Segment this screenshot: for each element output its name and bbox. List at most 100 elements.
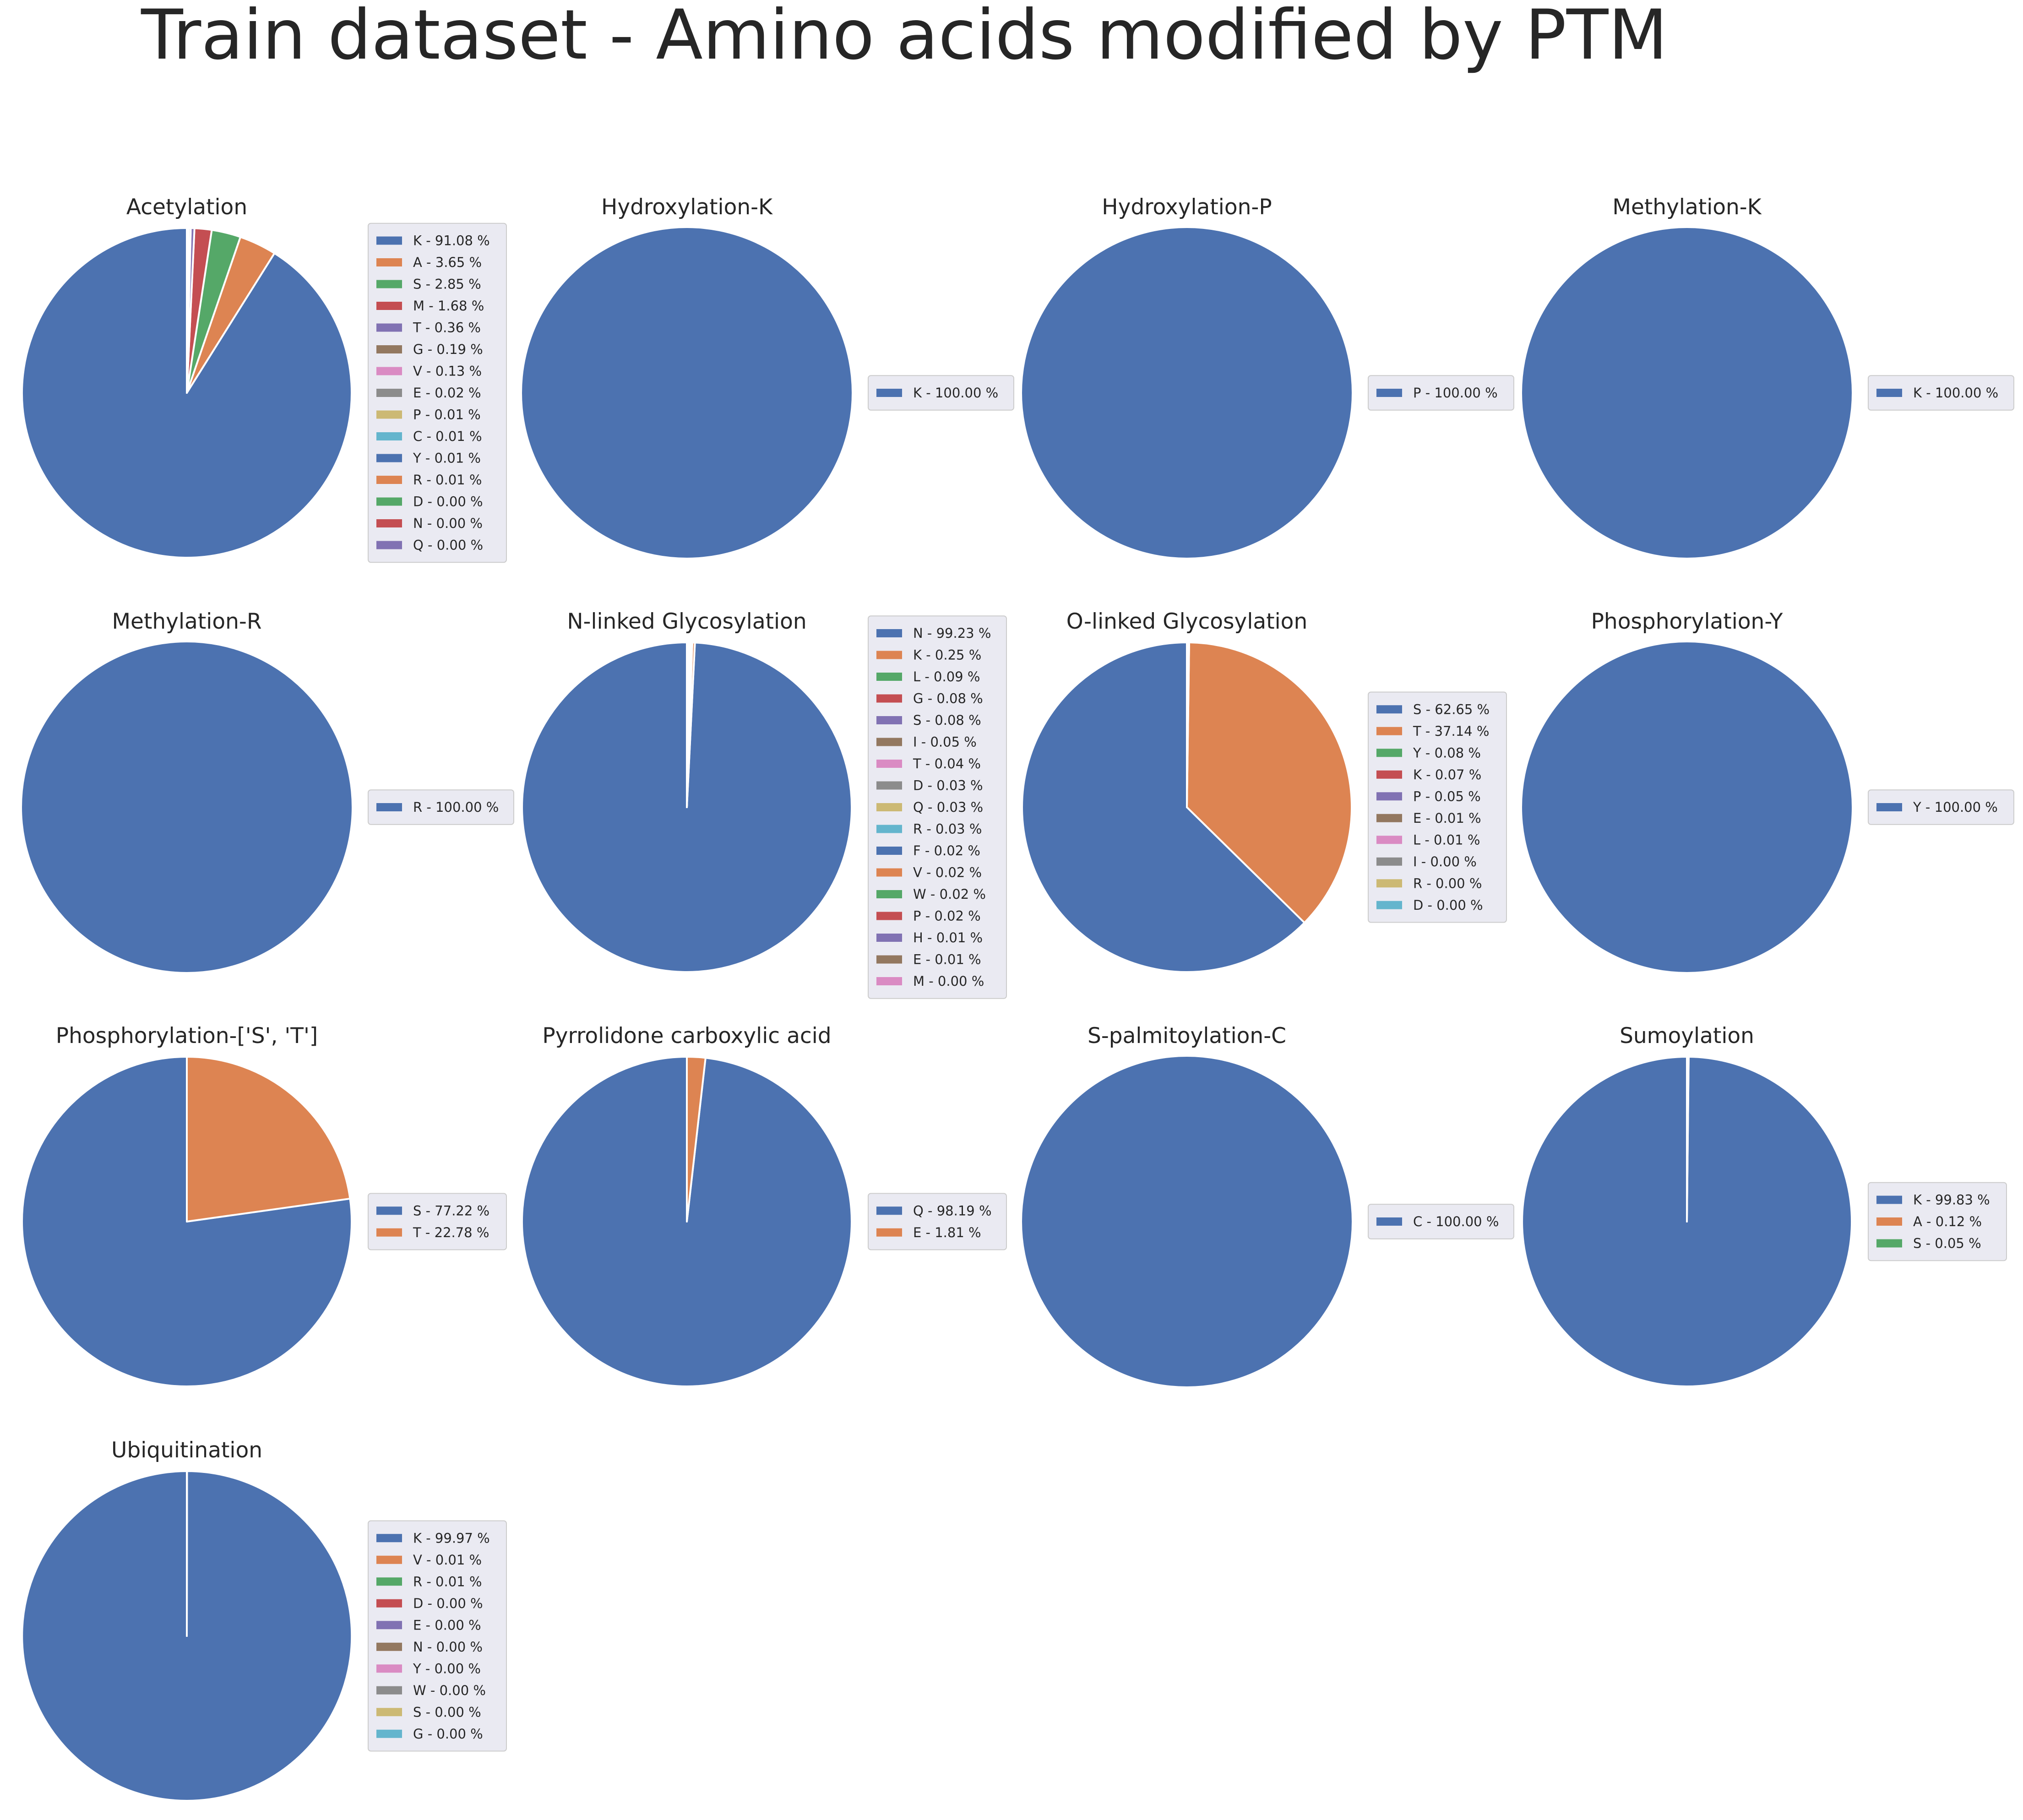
legend-box (368, 1193, 507, 1250)
legend-label: I - 0.05 % (913, 734, 977, 750)
legend-label: M - 1.68 % (413, 298, 484, 314)
legend-label: S - 77.22 % (413, 1203, 489, 1218)
legend-swatch (376, 432, 402, 440)
pie-title: Acetylation (126, 195, 247, 220)
legend-swatch (376, 367, 402, 375)
legend-swatch (876, 781, 902, 790)
legend: K - 100.00 % (868, 375, 1014, 411)
legend-swatch (376, 1664, 402, 1673)
legend-label: G - 0.00 % (413, 1726, 483, 1742)
legend-label: S - 0.00 % (413, 1704, 481, 1720)
legend-label: D - 0.00 % (413, 494, 483, 510)
legend-label: Q - 0.00 % (413, 538, 483, 553)
legend-swatch (1376, 1217, 1402, 1226)
pie-title: Phosphorylation-['S', 'T'] (56, 1023, 318, 1049)
legend: K - 99.83 % A - 0.12 % S - 0.05 % (1868, 1182, 2007, 1261)
pie-slice-t (1186, 641, 1353, 924)
legend-box (1868, 375, 2014, 411)
legend: K - 100.00 % (1868, 375, 2014, 411)
legend: K - 91.08 % A - 3.65 % S - 2.85 % M - 1.68 … (368, 223, 507, 563)
legend-label: Y - 0.01 % (413, 451, 481, 466)
legend-swatch (1376, 770, 1402, 779)
legend-swatch (376, 497, 402, 506)
legend-label: L - 0.01 % (1413, 832, 1480, 848)
pie-chart-acetylation: Acetylation K - 91.08 % A - 3.65 % S - 2.85… (21, 195, 507, 563)
legend-swatch (876, 977, 902, 985)
legend-box (868, 1193, 1007, 1250)
legend-swatch (376, 1555, 402, 1564)
pie-chart-hydroxylation-p: Hydroxylation-P P - 100.00 % (1022, 195, 1514, 558)
pie-slice-r (22, 642, 352, 972)
pie-chart-s-palmitoylation-c: S-palmitoylation-C C - 100.00 % (1022, 1023, 1514, 1386)
pie-chart-hydroxylation-k: Hydroxylation-K K - 100.00 % (522, 195, 1014, 558)
pie-title: Hydroxylation-K (601, 195, 773, 220)
legend-swatch (876, 955, 902, 964)
pie-chart-sumoylation: Sumoylation K - 99.83 % A - 0.12 % S - 0.05… (1521, 1023, 2007, 1387)
pie-title: O-linked Glycosylation (1066, 609, 1307, 634)
pie-chart-phosphorylation-y: Phosphorylation-Y Y - 100.00 % (1522, 609, 2014, 972)
legend-label: K - 0.25 % (913, 647, 981, 663)
legend-swatch (376, 1534, 402, 1543)
legend-swatch (876, 847, 902, 855)
legend-label: D - 0.00 % (1413, 897, 1483, 913)
legend-swatch (876, 934, 902, 942)
legend-label: E - 0.00 % (413, 1617, 481, 1633)
legend-swatch (876, 890, 902, 898)
pie-chart-o-linked-glycosylation: O-linked Glycosylation S - 62.65 % T - 37.… (1021, 609, 1507, 973)
legend-label: P - 0.05 % (1413, 788, 1481, 804)
legend-swatch (1876, 389, 1902, 397)
legend-label: T - 22.78 % (413, 1225, 489, 1240)
legend-label: N - 0.00 % (413, 516, 483, 531)
pie-chart-methylation-k: Methylation-K K - 100.00 % (1522, 195, 2014, 558)
legend-swatch (876, 651, 902, 659)
pie-slice-p (1022, 228, 1352, 558)
legend-swatch (376, 803, 402, 811)
legend: Q - 98.19 % E - 1.81 % (868, 1193, 1007, 1250)
pie-title: Sumoylation (1620, 1023, 1754, 1049)
legend-label: W - 0.00 % (413, 1683, 486, 1698)
legend-label: K - 91.08 % (413, 233, 490, 249)
legend-label: N - 0.00 % (413, 1639, 483, 1655)
legend-label: W - 0.02 % (913, 886, 986, 902)
pie-title: Ubiquitination (111, 1438, 262, 1463)
legend: P - 100.00 % (1368, 375, 1514, 411)
legend-label: S - 0.08 % (913, 712, 981, 728)
legend-label: Q - 98.19 % (913, 1203, 992, 1218)
legend-label: K - 100.00 % (913, 385, 998, 401)
legend-label: T - 0.36 % (413, 320, 481, 336)
legend-label: A - 0.12 % (1913, 1214, 1982, 1229)
legend-label: G - 0.19 % (413, 342, 483, 357)
legend-swatch (376, 1642, 402, 1651)
legend-label: C - 100.00 % (1413, 1214, 1499, 1229)
pie-chart-ubiquitination: Ubiquitination K - 99.97 % V - 0.01 % R - 0… (21, 1438, 507, 1802)
legend-swatch (1376, 879, 1402, 888)
legend-box (1868, 789, 2014, 825)
pie-slice-c (1022, 1057, 1352, 1386)
legend-swatch (1376, 836, 1402, 844)
legend-swatch (376, 1577, 402, 1586)
legend-label: F - 0.02 % (913, 843, 980, 858)
pie-chart-methylation-r: Methylation-R R - 100.00 % (22, 609, 514, 972)
pie-title: S-palmitoylation-C (1088, 1023, 1286, 1049)
legend-swatch (1376, 814, 1402, 822)
legend: N - 99.23 % K - 0.25 % L - 0.09 % G - 0.08 … (868, 615, 1007, 999)
legend-swatch (876, 868, 902, 877)
legend-box (868, 375, 1014, 411)
pie-title: Methylation-R (112, 609, 261, 634)
legend-swatch (1876, 1217, 1902, 1226)
legend-label: T - 37.14 % (1413, 723, 1489, 739)
legend-label: Y - 0.00 % (413, 1661, 481, 1676)
figure-title: Train dataset - Amino acids modified by … (141, 0, 1668, 75)
legend-swatch (1876, 1195, 1902, 1204)
legend-label: P - 0.02 % (913, 908, 981, 924)
legend-swatch (1376, 749, 1402, 757)
pie-grid: Acetylation K - 91.08 % A - 3.65 % S - 2.85… (21, 195, 2014, 1802)
legend-label: E - 0.02 % (413, 385, 481, 401)
legend-swatch (376, 1599, 402, 1608)
legend-label: S - 2.85 % (413, 277, 481, 292)
pie-slice-s (1021, 641, 1305, 973)
legend-label: T - 0.04 % (913, 756, 981, 771)
pie-slice-t (186, 1056, 351, 1222)
pie-chart-pyrrolidone-carboxylic-acid: Pyrrolidone carboxylic acid Q - 98.19 % E … (521, 1023, 1007, 1387)
legend-swatch (1376, 792, 1402, 801)
